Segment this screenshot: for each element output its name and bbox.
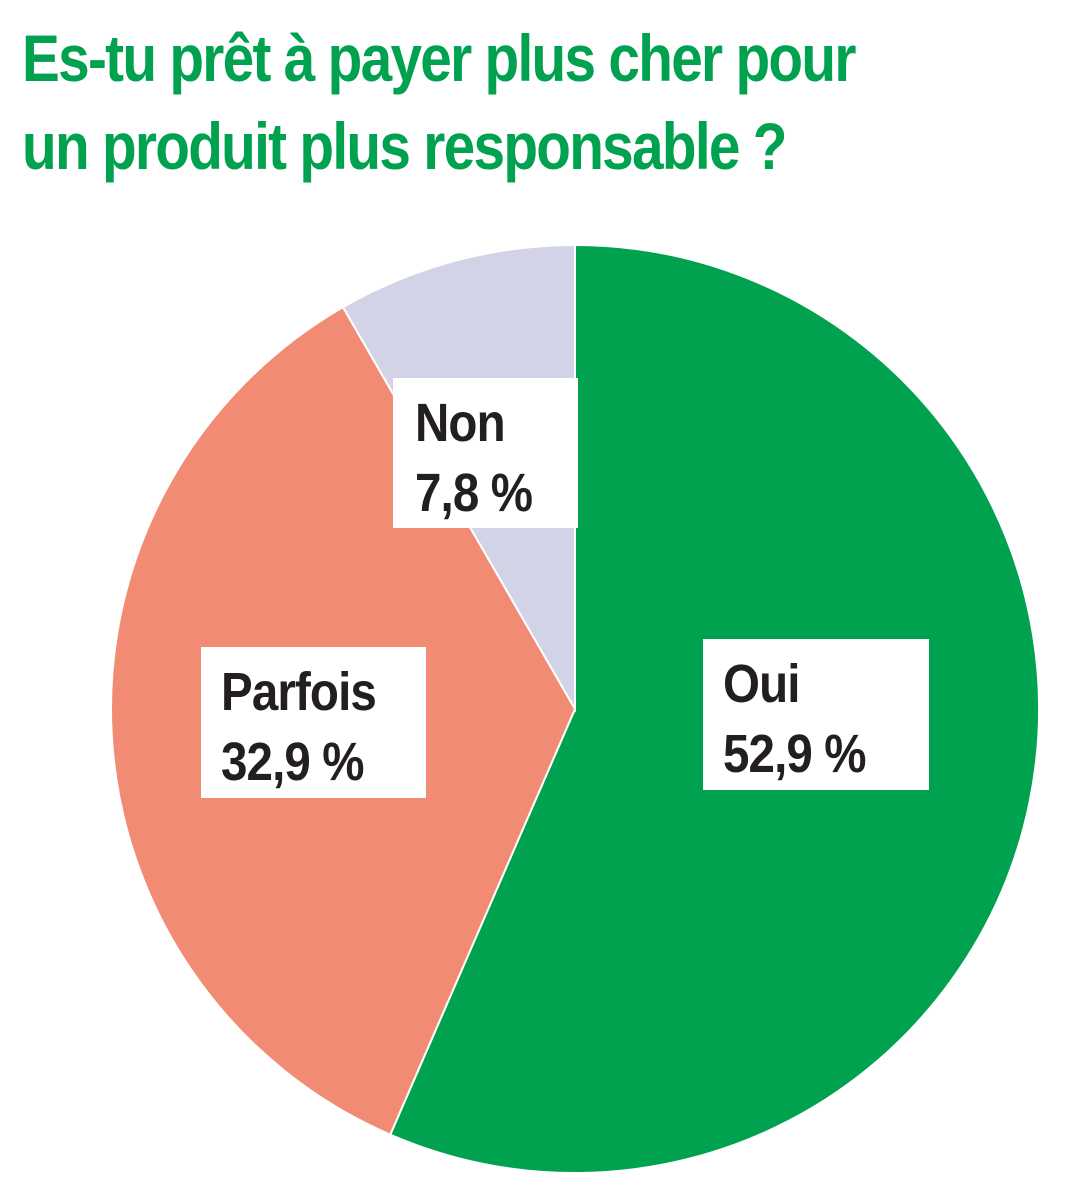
slice-label-non-name: Non	[415, 393, 506, 453]
slice-label-parfois-value: 32,9 %	[221, 732, 365, 792]
slice-label-parfois-name: Parfois	[221, 662, 377, 722]
slice-label-non: Non 7,8 %	[393, 378, 578, 528]
slice-label-oui: Oui 52,9 %	[703, 639, 929, 790]
slice-label-oui-value: 52,9 %	[723, 724, 867, 784]
chart-title-line-1: Es-tu prêt à payer plus cher pour	[22, 21, 856, 95]
slice-label-non-value: 7,8 %	[415, 463, 533, 523]
chart-title-line-2: un produit plus responsable ?	[22, 109, 787, 183]
slice-label-parfois: Parfois 32,9 %	[201, 647, 426, 798]
chart-title: Es-tu prêt à payer plus cher pour un pro…	[22, 14, 925, 190]
slice-label-oui-name: Oui	[723, 654, 800, 714]
